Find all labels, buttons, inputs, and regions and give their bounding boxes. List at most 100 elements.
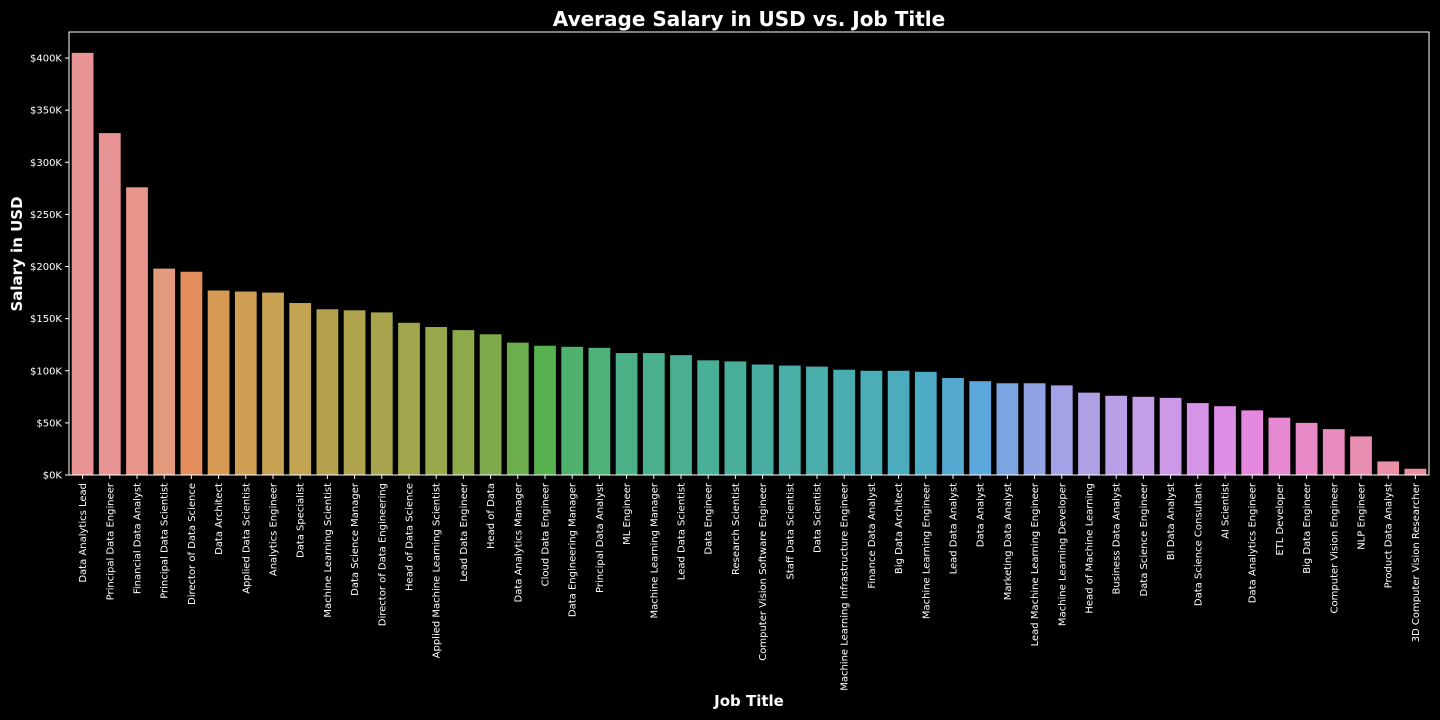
x-tick-label: Big Data Engineer bbox=[1302, 482, 1313, 574]
x-tick-label: Head of Data Science bbox=[405, 483, 416, 591]
bar bbox=[751, 364, 774, 475]
bar bbox=[98, 133, 121, 476]
bar bbox=[452, 330, 475, 475]
x-tick-label: Machine Learning Manager bbox=[649, 482, 660, 618]
y-axis-label: Salary in USD bbox=[8, 196, 26, 311]
bar bbox=[370, 312, 393, 475]
bar bbox=[561, 346, 584, 475]
x-tick-label: Machine Learning Engineer bbox=[921, 482, 932, 619]
x-tick-label: Marketing Data Analyst bbox=[1003, 483, 1014, 600]
bar bbox=[1186, 403, 1209, 475]
bar bbox=[234, 291, 257, 475]
x-tick-label: Applied Machine Learning Scientist bbox=[432, 483, 443, 658]
x-tick-label: ML Engineer bbox=[622, 482, 633, 545]
x-tick-label: Research Scientist bbox=[731, 483, 742, 575]
bar bbox=[1350, 436, 1372, 475]
x-tick-label: Finance Data Analyst bbox=[867, 483, 878, 589]
x-tick-label: Head of Machine Learning bbox=[1085, 483, 1096, 614]
bar bbox=[887, 370, 910, 475]
x-tick-label: Data Analyst bbox=[976, 483, 987, 547]
bar bbox=[697, 360, 720, 475]
x-tick-label: Cloud Data Engineer bbox=[541, 482, 552, 586]
bar bbox=[588, 347, 611, 475]
bar bbox=[615, 353, 638, 475]
x-tick-label: Computer Vision Engineer bbox=[1329, 482, 1340, 613]
bar bbox=[534, 345, 556, 475]
y-tick-label: $400K bbox=[30, 54, 62, 65]
y-tick-label: $300K bbox=[30, 158, 62, 169]
bar bbox=[398, 322, 420, 475]
bar bbox=[1214, 406, 1236, 475]
x-tick-label: Data Science Engineer bbox=[1139, 482, 1150, 596]
x-tick-label: Machine Learning Infrastructure Engineer bbox=[840, 482, 851, 691]
x-tick-label: Product Data Analyst bbox=[1384, 483, 1395, 588]
y-tick-label: $100K bbox=[30, 366, 62, 377]
x-ticks-group: Data Analytics Lead Principal Data Engine… bbox=[78, 475, 1422, 691]
bar bbox=[207, 290, 230, 475]
bar bbox=[833, 369, 856, 475]
bar bbox=[1268, 417, 1291, 475]
plot-frame bbox=[68, 31, 1430, 476]
bar bbox=[996, 383, 1019, 475]
bar bbox=[642, 353, 665, 475]
x-tick-label: Staff Data Scientist bbox=[785, 483, 796, 580]
bar bbox=[1404, 468, 1427, 475]
bar bbox=[860, 370, 883, 475]
x-tick-label: Lead Data Engineer bbox=[459, 482, 470, 582]
x-tick-label: Big Data Architect bbox=[894, 483, 905, 574]
bar bbox=[1377, 461, 1400, 475]
x-tick-label: Data Analytics Manager bbox=[513, 482, 524, 602]
x-tick-label: Machine Learning Developer bbox=[1057, 482, 1068, 626]
y-tick-label: $250K bbox=[30, 210, 62, 221]
bar bbox=[425, 326, 448, 475]
bar bbox=[778, 365, 801, 475]
bar bbox=[180, 271, 203, 475]
bar bbox=[724, 361, 747, 475]
x-tick-label: Data Specialist bbox=[296, 483, 307, 558]
bar bbox=[942, 378, 964, 475]
bar bbox=[1132, 396, 1155, 475]
bar bbox=[1050, 385, 1073, 475]
x-tick-label: Computer Vision Software Engineer bbox=[758, 482, 769, 661]
bar bbox=[262, 292, 284, 475]
x-tick-label: Data Architect bbox=[214, 483, 225, 555]
x-tick-label: ETL Developer bbox=[1275, 482, 1286, 555]
x-tick-label: Business Data Analyst bbox=[1112, 483, 1123, 595]
bar bbox=[914, 371, 937, 475]
x-tick-label: AI Scientist bbox=[1221, 483, 1232, 539]
x-tick-label: Applied Data Scientist bbox=[241, 483, 252, 594]
bar bbox=[343, 310, 366, 475]
bar bbox=[71, 52, 94, 475]
x-tick-label: Director of Data Engineering bbox=[377, 483, 388, 626]
x-tick-label: Head of Data bbox=[486, 483, 497, 549]
x-tick-label: Analytics Engineer bbox=[269, 482, 280, 576]
x-tick-label: Data Engineering Manager bbox=[568, 482, 579, 617]
y-tick-label: $350K bbox=[30, 106, 62, 117]
x-tick-label: Data Analytics Lead bbox=[78, 483, 89, 583]
bar bbox=[1023, 383, 1046, 475]
x-tick-label: BI Data Analyst bbox=[1166, 483, 1177, 560]
y-tick-label: $200K bbox=[30, 262, 62, 273]
x-tick-label: Director of Data Science bbox=[187, 483, 198, 605]
bar bbox=[289, 303, 312, 475]
x-tick-label: Principal Data Engineer bbox=[105, 482, 116, 600]
bar bbox=[1241, 410, 1264, 475]
x-tick-label: Data Analytics Engineer bbox=[1248, 482, 1259, 603]
bar bbox=[969, 381, 992, 475]
x-tick-label: Data Science Consultant bbox=[1193, 483, 1204, 606]
x-tick-label: Data Scientist bbox=[813, 483, 824, 553]
x-axis-label: Job Title bbox=[713, 692, 784, 710]
bar bbox=[316, 309, 339, 475]
bar bbox=[506, 342, 529, 475]
y-tick-label: $150K bbox=[30, 314, 62, 325]
bar bbox=[1159, 397, 1182, 475]
bar bbox=[1105, 395, 1128, 475]
x-tick-label: Lead Data Scientist bbox=[677, 483, 688, 580]
x-tick-label: Principal Data Analyst bbox=[595, 483, 606, 593]
y-tick-label: $50K bbox=[36, 418, 62, 429]
x-tick-label: Principal Data Scientist bbox=[160, 483, 171, 599]
bar bbox=[153, 268, 176, 475]
bar bbox=[670, 355, 692, 475]
x-tick-label: Lead Data Analyst bbox=[949, 483, 960, 574]
